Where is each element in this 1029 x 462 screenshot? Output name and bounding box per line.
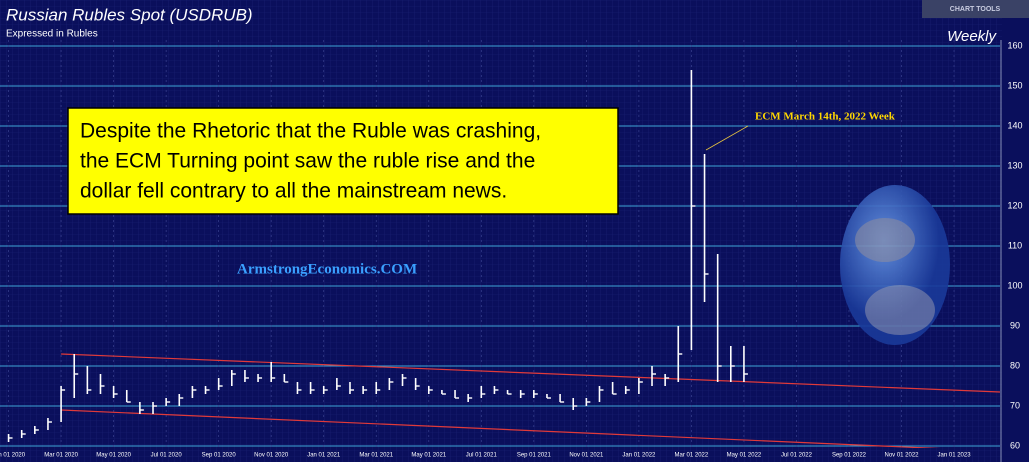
y-tick-label: 140 <box>1007 120 1022 130</box>
x-tick-label: Sep 01 2021 <box>517 453 552 459</box>
callout-line: dollar fell contrary to all the mainstre… <box>80 180 507 203</box>
trend-line <box>61 353 1001 393</box>
y-tick-label: 70 <box>1010 400 1020 410</box>
callout-line: the ECM Turning point saw the ruble rise… <box>80 150 535 173</box>
y-tick-label: 80 <box>1010 360 1020 370</box>
y-tick-label: 150 <box>1007 80 1022 90</box>
x-tick-label: May 01 2022 <box>727 453 762 459</box>
x-tick-label: Jan 01 2020 <box>0 453 26 459</box>
x-tick-label: Jan 01 2023 <box>938 453 972 459</box>
annotation-pointer <box>705 125 749 151</box>
watermark: ArmstrongEconomics.COM <box>237 261 417 277</box>
chart-tools-label: CHART TOOLS <box>950 6 1001 13</box>
chart-title: Russian Rubles Spot (USDRUB) <box>6 5 253 24</box>
x-tick-label: Mar 01 2020 <box>44 453 78 459</box>
x-tick-label: Nov 01 2021 <box>569 453 604 459</box>
y-tick-label: 90 <box>1010 320 1020 330</box>
x-tick-label: Sep 01 2022 <box>832 453 867 459</box>
x-tick-label: Jul 01 2022 <box>781 453 813 459</box>
chart-subtitle: Expressed in Rubles <box>6 29 98 40</box>
x-tick-label: Nov 01 2020 <box>254 453 289 459</box>
y-tick-label: 100 <box>1007 280 1022 290</box>
dollar-icon <box>840 185 950 345</box>
x-tick-label: Sep 01 2020 <box>202 453 237 459</box>
y-tick-label: 160 <box>1007 40 1022 50</box>
x-tick-label: Jan 01 2022 <box>622 453 656 459</box>
x-tick-label: Mar 01 2022 <box>675 453 709 459</box>
x-tick-label: Nov 01 2022 <box>884 453 919 459</box>
x-tick-label: May 01 2021 <box>411 453 446 459</box>
chart-tools-button[interactable] <box>922 0 1029 18</box>
x-tick-label: May 01 2020 <box>96 453 131 459</box>
x-tick-label: Jan 01 2021 <box>307 453 341 459</box>
period-label: Weekly <box>947 28 997 45</box>
annotation: ECM March 14th, 2022 Week <box>755 111 896 123</box>
trend-line <box>61 409 941 448</box>
callout-box <box>67 107 619 215</box>
y-tick-label: 110 <box>1008 240 1022 250</box>
y-tick-label: 60 <box>1010 440 1020 450</box>
y-tick-label: 120 <box>1007 200 1022 210</box>
x-tick-label: Jul 01 2020 <box>151 453 183 459</box>
callout-line: Despite the Rhetoric that the Ruble was … <box>80 120 541 143</box>
x-tick-label: Jul 01 2021 <box>466 453 498 459</box>
y-tick-label: 130 <box>1007 160 1022 170</box>
x-tick-label: Mar 01 2021 <box>359 453 393 459</box>
